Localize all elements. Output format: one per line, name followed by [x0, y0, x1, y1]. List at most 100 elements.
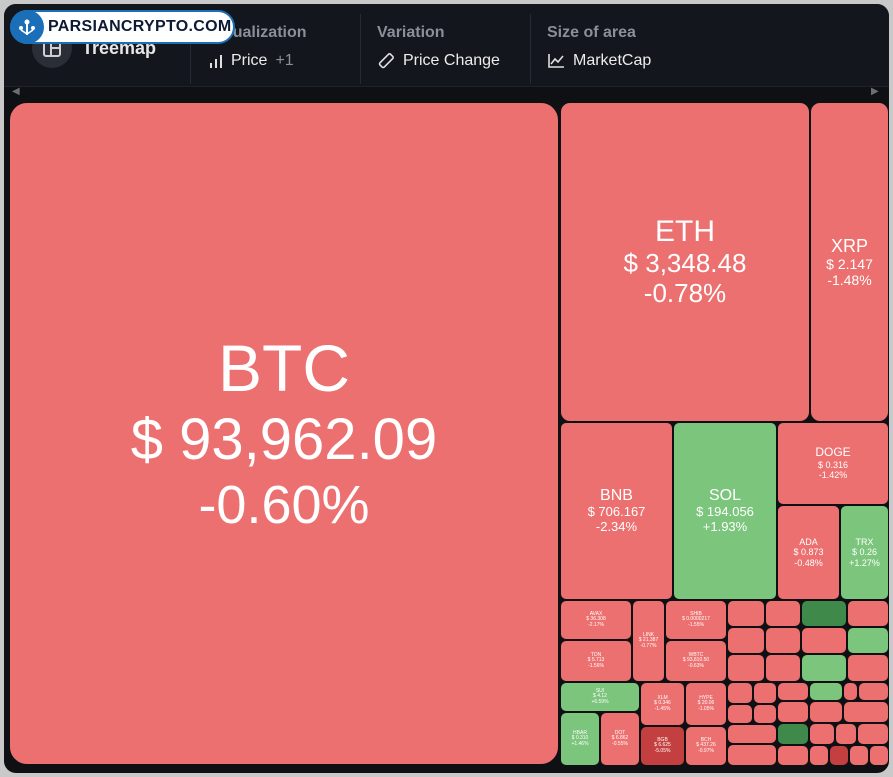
visualization-value: Price	[231, 52, 268, 69]
tile-shib[interactable]: SHIB $ 0.0000217 -1.55%	[665, 600, 727, 640]
tile-small[interactable]	[809, 701, 843, 723]
tile-small[interactable]	[801, 654, 847, 682]
tile-price: $ 20.06	[697, 700, 715, 707]
tile-change: -1.55%	[688, 621, 704, 628]
tile-symbol: XRP	[830, 235, 868, 256]
tile-symbol: BCH	[700, 736, 712, 743]
tile-price: $ 36.308	[586, 616, 606, 623]
tile-small[interactable]	[809, 723, 835, 745]
visualization-selector[interactable]: Price +1	[209, 52, 294, 70]
size-of-area-selector[interactable]: MarketCap	[547, 52, 651, 70]
tile-change: -1.45%	[654, 705, 671, 712]
tile-small[interactable]	[753, 682, 777, 704]
tile-small[interactable]	[765, 627, 801, 654]
variation-label: Variation	[377, 24, 445, 41]
tile-avax[interactable]: AVAX $ 36.308 -2.17%	[560, 600, 632, 640]
scroll-left-icon[interactable]: ◀	[12, 86, 20, 97]
tile-price: $ 6.625	[654, 742, 671, 749]
tile-small[interactable]	[727, 600, 765, 627]
tile-sui[interactable]: SUI $ 4.12 +6.59%	[560, 682, 640, 712]
tile-small[interactable]	[858, 682, 889, 701]
tile-symbol: ADA	[799, 536, 818, 547]
tile-symbol: SOL	[708, 486, 741, 504]
size-of-area-value: MarketCap	[573, 52, 652, 69]
tile-small[interactable]	[847, 600, 889, 627]
tile-change: +1.46%	[571, 740, 589, 747]
tile-btc[interactable]: BTC $ 93,962.09 -0.60%	[9, 102, 559, 765]
tile-symbol: BTC	[218, 331, 350, 406]
tile-small[interactable]	[809, 682, 843, 701]
tile-change: +1.27%	[849, 557, 880, 568]
tile-xrp[interactable]: XRP $ 2.147 -1.48%	[810, 102, 889, 422]
tile-symbol: XLM	[657, 694, 668, 701]
tile-change: -0.60%	[198, 474, 370, 535]
tile-small[interactable]	[809, 745, 829, 766]
tile-bch[interactable]: BCH $ 437.26 -0.97%	[685, 726, 727, 766]
tile-small[interactable]	[753, 704, 777, 724]
tile-small[interactable]	[847, 627, 889, 654]
tile-ton[interactable]: TON $ 5.713 -1.56%	[560, 640, 632, 682]
tile-small[interactable]	[835, 723, 857, 745]
tile-small[interactable]	[843, 682, 858, 701]
tile-small[interactable]	[829, 745, 849, 766]
tile-small[interactable]	[765, 600, 801, 627]
tile-small[interactable]	[801, 627, 847, 654]
tile-small[interactable]	[843, 701, 889, 723]
tile-small[interactable]	[727, 704, 753, 724]
tile-wbtc[interactable]: WBTC $ 93,810.50 -0.63%	[665, 640, 727, 682]
variation-selector[interactable]: Price Change	[377, 52, 500, 70]
tile-hbar[interactable]: HBAR $ 0.310 +1.46%	[560, 712, 600, 766]
tile-change: +1.93%	[702, 519, 748, 535]
tile-small[interactable]	[849, 745, 869, 766]
scroll-right-icon[interactable]: ▶	[871, 86, 879, 97]
tile-price: $ 21.387	[638, 637, 659, 644]
tile-small[interactable]	[801, 600, 847, 627]
tile-symbol: BGB	[657, 736, 668, 743]
tile-small[interactable]	[727, 724, 777, 744]
tile-symbol: LINK	[642, 631, 655, 638]
tile-small[interactable]	[727, 627, 765, 654]
tile-small[interactable]	[727, 654, 765, 682]
logo-text: PARSIANCRYPTO.COM	[48, 18, 232, 35]
tile-small[interactable]	[857, 723, 889, 745]
tile-change: -1.56%	[588, 662, 604, 669]
tile-price: $ 93,962.09	[130, 407, 438, 473]
toolbar: Treemap Visualization Price +1 Variation…	[4, 4, 889, 87]
divider	[530, 14, 531, 84]
tile-change: -1.05%	[698, 705, 714, 712]
tile-symbol: SUI	[595, 687, 605, 694]
tile-symbol: HBAR	[573, 729, 587, 736]
tile-small[interactable]	[777, 682, 809, 701]
tile-small[interactable]	[869, 745, 889, 766]
tile-eth[interactable]: ETH $ 3,348.48 -0.78%	[560, 102, 810, 422]
tile-price: $ 5.713	[587, 657, 605, 664]
tile-xlm[interactable]: XLM $ 0.346 -1.45%	[640, 682, 685, 726]
tile-link[interactable]: LINK $ 21.387 -0.77%	[632, 600, 665, 682]
tile-ada[interactable]: ADA $ 0.873 -0.48%	[777, 505, 840, 600]
tile-hype[interactable]: HYPE $ 20.06 -1.05%	[685, 682, 727, 726]
tile-change: -0.78%	[643, 278, 727, 309]
tile-price: $ 0.310	[571, 735, 589, 742]
logo-icon	[10, 10, 44, 44]
tile-small[interactable]	[727, 744, 777, 766]
tile-dot[interactable]: DOT $ 6.862 -0.55%	[600, 712, 640, 766]
divider	[360, 14, 361, 84]
tile-small[interactable]	[777, 701, 809, 723]
tile-symbol: ETH	[655, 214, 715, 248]
tile-change: -2.17%	[588, 621, 604, 628]
tile-bnb[interactable]: BNB $ 706.167 -2.34%	[560, 422, 673, 600]
tile-change: -1.42%	[818, 470, 848, 481]
tile-small[interactable]	[847, 654, 889, 682]
tile-symbol: TRX	[855, 536, 874, 547]
tile-doge[interactable]: DOGE $ 0.316 -1.42%	[777, 422, 889, 505]
tile-trx[interactable]: TRX $ 0.26 +1.27%	[840, 505, 889, 600]
tile-small[interactable]	[777, 723, 809, 745]
tile-small[interactable]	[765, 654, 801, 682]
tile-small[interactable]	[777, 745, 809, 766]
tile-change: -0.55%	[612, 740, 628, 747]
tile-bgb[interactable]: BGB $ 6.625 -5.05%	[640, 726, 685, 766]
tile-small[interactable]	[727, 682, 753, 704]
tile-change: -0.97%	[698, 747, 714, 754]
tile-symbol: SHIB	[690, 610, 702, 617]
tile-sol[interactable]: SOL $ 194.056 +1.93%	[673, 422, 777, 600]
